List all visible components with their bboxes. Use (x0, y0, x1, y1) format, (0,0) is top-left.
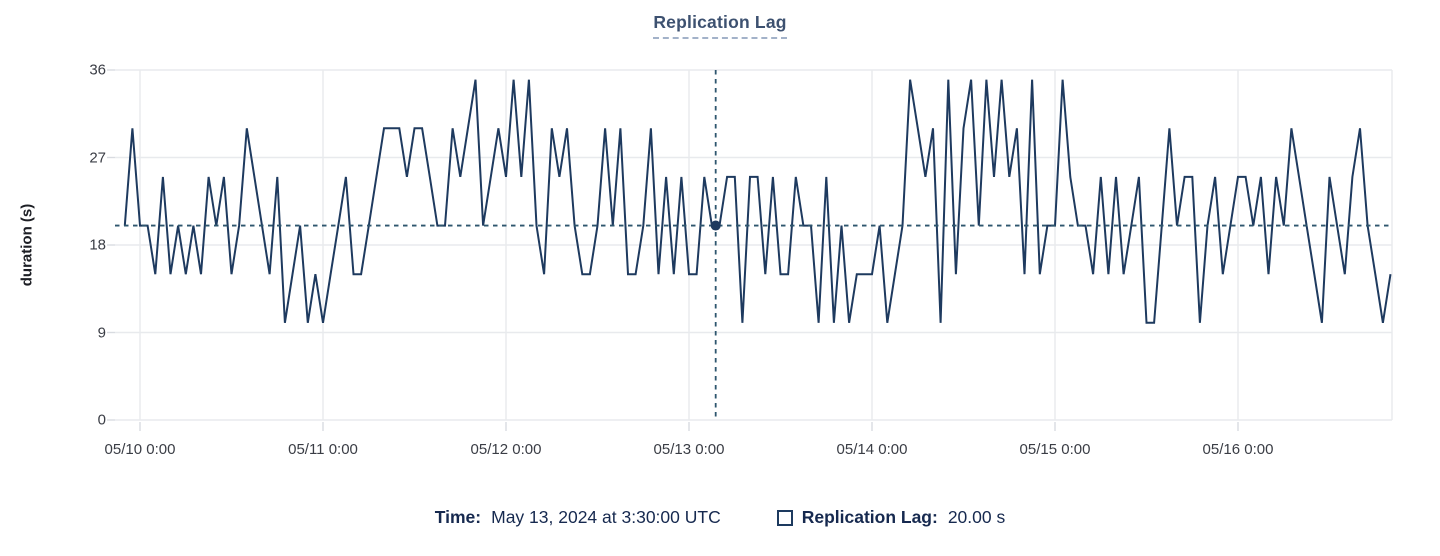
x-tick-label: 05/14 0:00 (836, 441, 908, 458)
x-tick-label: 05/12 0:00 (470, 441, 542, 458)
y-axis-tick-labels: 0 9 18 27 36 (0, 0, 106, 470)
y-tick-label: 27 (89, 149, 106, 166)
x-tick-label: 05/10 0:00 (104, 441, 176, 458)
series-swatch-icon (776, 509, 793, 526)
x-tick-label: 05/11 0:00 (288, 441, 358, 458)
time-value: May 13, 2024 at 3:30:00 UTC (491, 507, 721, 527)
chart-title[interactable]: Replication Lag (653, 12, 787, 39)
series-value: 20.00 s (947, 507, 1006, 527)
x-tick-label: 05/15 0:00 (1019, 441, 1091, 458)
replication-lag-line (123, 79, 1392, 324)
x-tick-label: 05/13 0:00 (653, 441, 725, 458)
y-tick-label: 9 (97, 324, 106, 341)
crosshair-point-dot (710, 220, 721, 231)
chart-header: Replication Lag (0, 12, 1440, 39)
series-label: Replication Lag: (801, 507, 938, 527)
y-tick-label: 36 (89, 61, 106, 79)
crosshair-legend: Time: May 13, 2024 at 3:30:00 UTC Replic… (0, 507, 1440, 528)
x-tick-label: 05/16 0:00 (1202, 441, 1274, 458)
y-tick-label: 0 (97, 411, 106, 429)
line-chart-plot-area[interactable] (0, 0, 1440, 475)
time-label: Time: (434, 507, 482, 527)
series-legend-group: Replication Lag: 20.00 s (776, 507, 1006, 528)
y-tick-label: 18 (89, 236, 106, 254)
